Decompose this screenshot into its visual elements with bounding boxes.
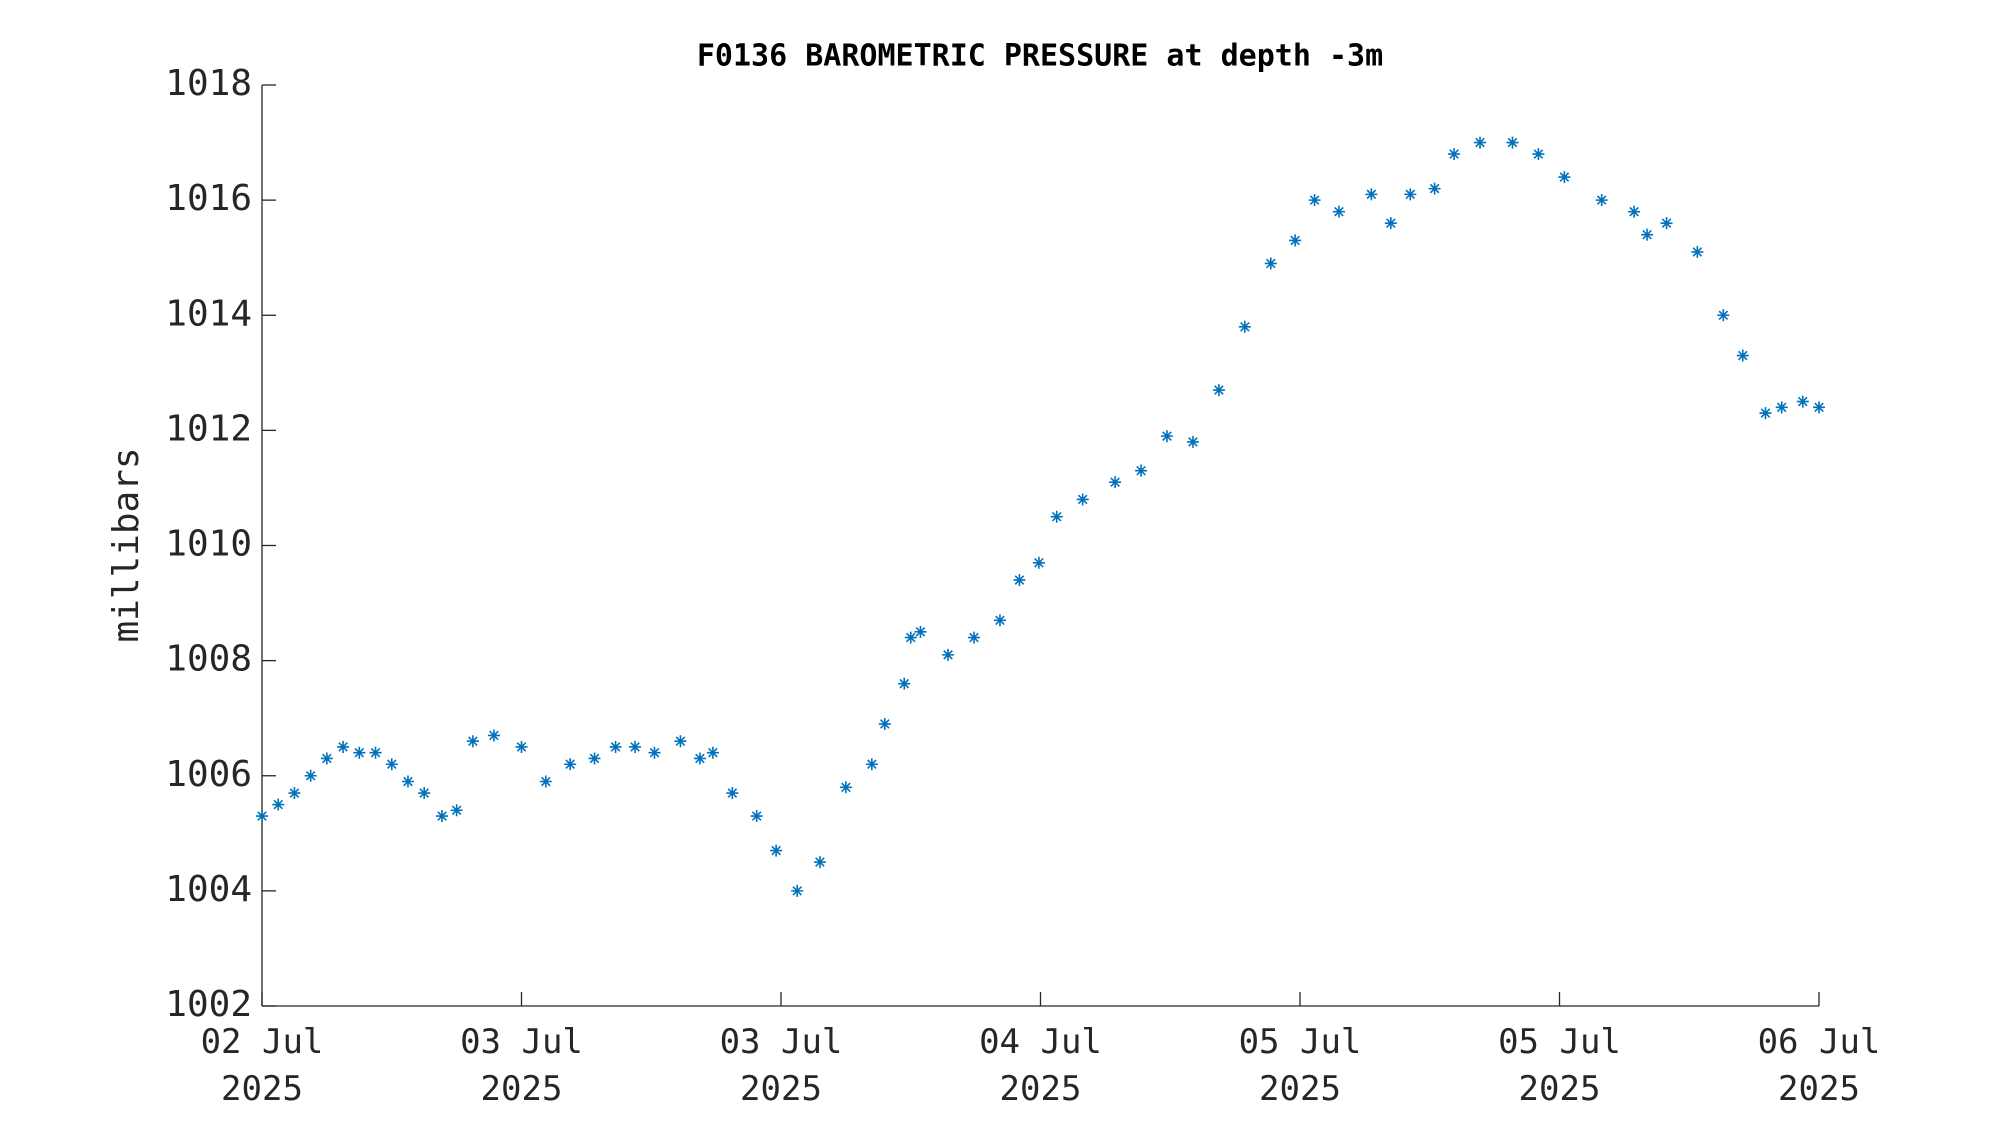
data-point xyxy=(993,614,1006,627)
data-point xyxy=(898,677,911,690)
y-tick-label: 1016 xyxy=(165,178,252,219)
data-point xyxy=(865,758,878,771)
data-point xyxy=(942,648,955,661)
y-axis-label: millibars xyxy=(106,447,147,642)
data-point xyxy=(588,752,601,765)
data-point xyxy=(609,740,622,753)
data-point xyxy=(1161,430,1174,443)
data-point xyxy=(1332,205,1345,218)
data-point xyxy=(1506,136,1519,149)
y-tick-label: 1008 xyxy=(165,639,252,680)
data-point xyxy=(1365,188,1378,201)
data-point xyxy=(813,856,826,869)
x-tick-label: 02 Jul 2025 xyxy=(200,1022,324,1109)
y-tick-label: 1006 xyxy=(165,754,252,795)
data-point xyxy=(791,884,804,897)
data-point xyxy=(401,775,414,788)
data-point xyxy=(839,781,852,794)
y-tick-label: 1012 xyxy=(165,408,252,449)
data-point xyxy=(770,844,783,857)
x-tick-label: 06 Jul 2025 xyxy=(1757,1022,1881,1109)
data-point xyxy=(515,740,528,753)
data-point xyxy=(1717,309,1730,322)
data-point xyxy=(648,746,661,759)
data-point xyxy=(337,740,350,753)
data-point xyxy=(1775,401,1788,414)
data-point xyxy=(1736,349,1749,362)
x-tick-label: 05 Jul 2025 xyxy=(1238,1022,1362,1109)
data-point xyxy=(466,735,479,748)
data-point xyxy=(1558,171,1571,184)
data-point xyxy=(1013,574,1026,587)
data-point xyxy=(706,746,719,759)
y-tick-label: 1010 xyxy=(165,524,252,565)
data-point xyxy=(1474,136,1487,149)
data-point xyxy=(693,752,706,765)
data-point xyxy=(1404,188,1417,201)
data-point xyxy=(1384,217,1397,230)
data-point xyxy=(1032,556,1045,569)
data-point xyxy=(914,625,927,638)
y-tick-label: 1014 xyxy=(165,293,252,334)
data-point xyxy=(272,798,285,811)
data-point xyxy=(487,729,500,742)
data-point xyxy=(369,746,382,759)
data-point xyxy=(1796,395,1809,408)
data-point xyxy=(436,810,449,823)
data-point xyxy=(750,810,763,823)
data-point xyxy=(1759,407,1772,420)
data-point xyxy=(385,758,398,771)
data-point xyxy=(1660,217,1673,230)
data-point xyxy=(1050,510,1063,523)
data-point xyxy=(1289,234,1302,247)
data-point xyxy=(629,740,642,753)
data-point xyxy=(1308,194,1321,207)
data-point xyxy=(320,752,333,765)
data-point xyxy=(674,735,687,748)
y-tick-label: 1004 xyxy=(165,869,252,910)
data-point xyxy=(1238,320,1251,333)
x-tick-label: 03 Jul 2025 xyxy=(719,1022,843,1109)
data-point xyxy=(1076,493,1089,506)
data-point xyxy=(450,804,463,817)
data-point xyxy=(1135,464,1148,477)
data-point xyxy=(1264,257,1277,270)
data-point xyxy=(1532,148,1545,161)
data-point xyxy=(1212,384,1225,397)
data-point xyxy=(539,775,552,788)
data-point xyxy=(564,758,577,771)
x-tick-label: 03 Jul 2025 xyxy=(460,1022,583,1109)
data-point xyxy=(1109,476,1122,489)
data-point xyxy=(1628,205,1641,218)
data-point xyxy=(1691,245,1704,258)
data-point xyxy=(288,787,301,800)
data-point xyxy=(968,631,981,644)
data-point xyxy=(1186,435,1199,448)
data-point xyxy=(256,810,268,823)
chart-title: F0136 BAROMETRIC PRESSURE at depth -3m xyxy=(697,39,1383,74)
data-point xyxy=(1448,148,1461,161)
data-point xyxy=(353,746,366,759)
data-point xyxy=(726,787,739,800)
data-point xyxy=(418,787,431,800)
data-point xyxy=(904,631,917,644)
data-point xyxy=(1428,182,1441,195)
y-tick-label: 1018 xyxy=(165,63,252,104)
data-point xyxy=(878,717,891,730)
data-point xyxy=(1813,401,1825,414)
y-tick-label: 1002 xyxy=(165,984,252,1025)
x-tick-label: 05 Jul 2025 xyxy=(1498,1022,1621,1109)
data-point xyxy=(1641,228,1654,241)
data-point xyxy=(304,769,317,782)
x-tick-label: 04 Jul 2025 xyxy=(979,1022,1102,1109)
data-point xyxy=(1595,194,1608,207)
